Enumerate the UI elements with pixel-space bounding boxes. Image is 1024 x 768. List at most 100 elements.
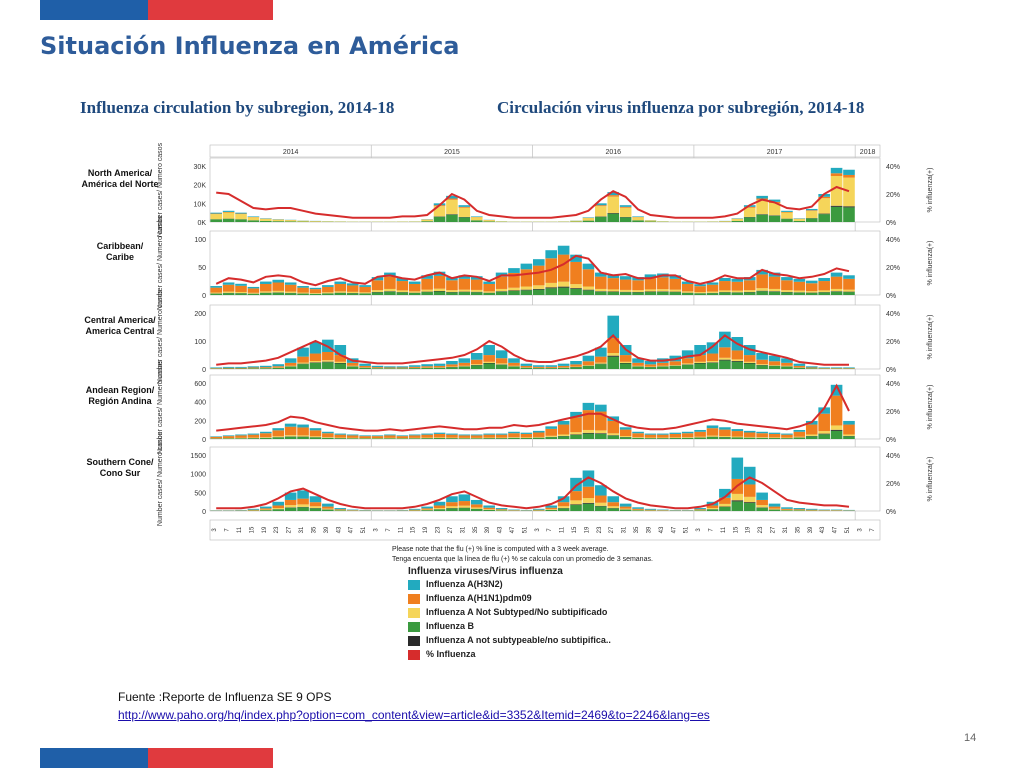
bar-segment — [830, 429, 843, 431]
bar-segment — [384, 288, 396, 292]
bar-segment — [470, 276, 483, 280]
bar-segment — [458, 358, 471, 363]
bar-segment — [433, 508, 446, 510]
bar-segment — [396, 290, 409, 293]
bar-segment — [470, 220, 483, 222]
bar-segment — [433, 433, 446, 438]
bar-segment — [421, 366, 433, 368]
bar-segment — [322, 351, 334, 361]
bar-segment — [731, 292, 744, 295]
y2-axis-label: % influenza(+) — [927, 241, 934, 286]
bar-segment — [595, 364, 607, 369]
bar-segment — [297, 356, 309, 363]
bar-segment — [520, 263, 533, 270]
bar-segment — [222, 436, 235, 439]
bar-segment — [346, 438, 359, 439]
page-number: 14 — [964, 732, 977, 744]
bar-segment — [297, 435, 309, 437]
bar-segment — [805, 509, 818, 511]
bar-segment — [644, 367, 657, 369]
bar-segment — [619, 217, 632, 222]
bar-segment — [805, 283, 818, 292]
bar-segment — [644, 509, 657, 511]
bar-segment — [495, 363, 508, 365]
bar-segment — [768, 503, 781, 507]
x-tick-label: 15 — [411, 526, 417, 533]
bar-segment — [756, 199, 768, 215]
bar-segment — [830, 167, 843, 174]
bar-segment — [781, 211, 793, 213]
bar-segment — [297, 424, 309, 428]
y-axis-label: Number cases/ Numero casos — [157, 289, 164, 384]
bar-segment — [669, 437, 682, 438]
bar-segment — [458, 366, 471, 369]
panel-frame — [209, 230, 881, 296]
bar-segment — [297, 293, 309, 295]
x-tick-label: 27 — [287, 526, 293, 533]
bar-segment — [582, 218, 595, 221]
bar-segment — [632, 362, 644, 366]
bar-segment — [632, 216, 644, 217]
bar-segment — [247, 292, 260, 294]
bar-segment — [694, 437, 706, 439]
bar-segment — [570, 500, 582, 505]
bar-segment — [818, 214, 830, 222]
bar-segment — [433, 216, 446, 222]
bar-segment — [421, 289, 433, 292]
bar-segment — [483, 292, 495, 295]
bar-segment — [421, 219, 433, 222]
bar-segment — [719, 427, 731, 430]
bar-segment — [334, 291, 347, 293]
y2-axis-label: % influenza(+) — [927, 168, 934, 213]
bar-segment — [644, 221, 657, 222]
bar-segment — [421, 221, 433, 222]
bar-segment — [582, 402, 595, 411]
bar-segment — [284, 366, 297, 369]
bar-segment — [483, 355, 495, 362]
y-tick-label: 1000 — [190, 472, 206, 479]
bar-segment — [483, 345, 495, 356]
bar-segment — [756, 291, 768, 295]
bar-segment — [408, 435, 421, 438]
region-label: Southern Cone/ — [87, 457, 154, 467]
bar-segment — [309, 436, 322, 438]
x-tick-label: 3 — [857, 528, 863, 532]
bar-segment — [756, 437, 768, 438]
bar-segment — [359, 436, 371, 439]
bar-segment — [470, 438, 483, 439]
bar-segment — [458, 434, 471, 436]
legend-label: Influenza A not subtypeable/no subtipifi… — [426, 635, 611, 645]
bar-segment — [632, 358, 644, 363]
bar-segment — [818, 367, 830, 369]
y2-tick-label: 40% — [886, 453, 900, 460]
bar-segment — [570, 411, 582, 418]
bar-segment — [818, 213, 830, 215]
bar-segment — [694, 429, 706, 432]
bar-segment — [731, 361, 744, 369]
bar-segment — [681, 283, 694, 292]
y-tick-label: 100 — [194, 339, 206, 346]
y-tick-label: 1500 — [190, 453, 206, 460]
bar-segment — [607, 338, 620, 353]
bar-segment — [297, 292, 309, 294]
bar-segment — [557, 286, 570, 288]
bar-segment — [719, 497, 731, 504]
bar-segment — [595, 276, 607, 289]
bar-segment — [483, 507, 495, 510]
bar-segment — [843, 436, 855, 439]
bar-segment — [632, 437, 644, 439]
accent-blue-top — [40, 0, 148, 20]
bar-segment — [843, 278, 855, 290]
bar-segment — [805, 436, 818, 439]
bar-segment — [322, 433, 334, 438]
bar-segment — [545, 510, 558, 511]
bar-segment — [644, 508, 657, 510]
bar-segment — [508, 365, 520, 367]
bar-segment — [222, 211, 235, 213]
bar-segment — [446, 508, 458, 511]
bar-segment — [632, 280, 644, 291]
source-link[interactable]: http://www.paho.org/hq/index.php?option=… — [118, 708, 710, 722]
bar-segment — [322, 509, 334, 511]
bar-segment — [532, 368, 545, 369]
bar-segment — [595, 291, 607, 295]
